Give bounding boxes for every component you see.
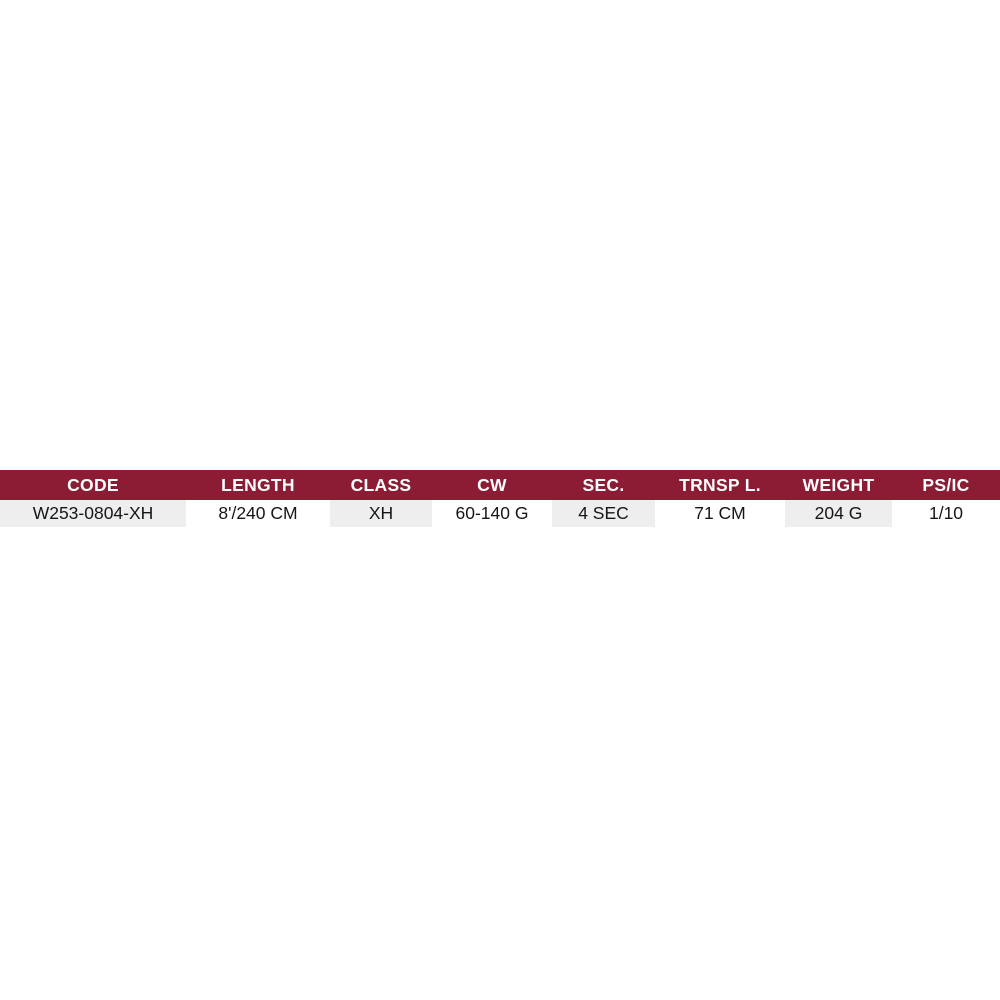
column-header-ps-ic: PS/IC [892,470,1000,500]
table-bottom-divider [0,997,1000,998]
column-header-trnsp-l: TRNSP L. [655,470,785,500]
cell-length: 8'/240 CM [186,500,330,527]
specification-table: CODE LENGTH CLASS CW SEC. TRNSP L. WEIGH… [0,470,1000,527]
column-header-cw: CW [432,470,552,500]
cell-cw: 60-140 G [432,500,552,527]
column-header-class: CLASS [330,470,432,500]
table-header: CODE LENGTH CLASS CW SEC. TRNSP L. WEIGH… [0,470,1000,500]
column-header-code: CODE [0,470,186,500]
column-header-length: LENGTH [186,470,330,500]
cell-class: XH [330,500,432,527]
column-header-weight: WEIGHT [785,470,892,500]
table-row: W253-0804-XH 8'/240 CM XH 60-140 G 4 SEC… [0,500,1000,527]
cell-ps-ic: 1/10 [892,500,1000,527]
table-body: W253-0804-XH 8'/240 CM XH 60-140 G 4 SEC… [0,500,1000,527]
cell-trnsp-l: 71 CM [655,500,785,527]
cell-sec: 4 SEC [552,500,655,527]
column-header-sec: SEC. [552,470,655,500]
table-header-row: CODE LENGTH CLASS CW SEC. TRNSP L. WEIGH… [0,470,1000,500]
cell-weight: 204 G [785,500,892,527]
spec-table-container: CODE LENGTH CLASS CW SEC. TRNSP L. WEIGH… [0,470,1000,998]
cell-code: W253-0804-XH [0,500,186,527]
